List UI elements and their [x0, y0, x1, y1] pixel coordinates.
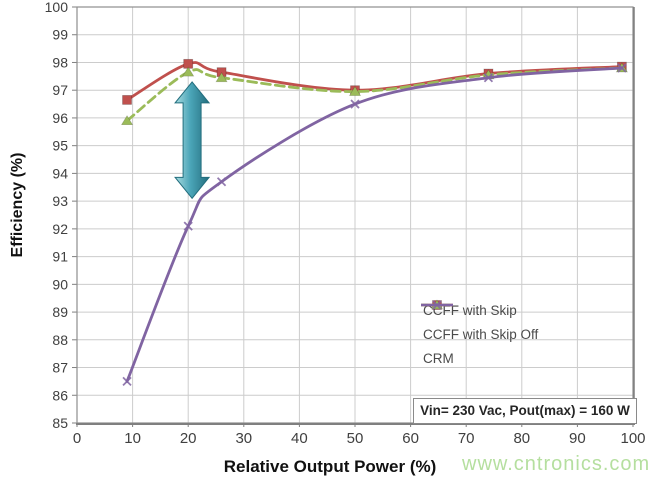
- data-point-square: [122, 95, 132, 105]
- x-tick-label: 40: [291, 430, 308, 447]
- x-tick-label: 0: [73, 430, 81, 447]
- y-tick-label: 100: [45, 0, 69, 15]
- y-tick-label: 89: [52, 304, 68, 320]
- data-point-triangle: [215, 72, 228, 83]
- x-tick-label: 60: [402, 430, 419, 447]
- data-point-triangle: [348, 85, 362, 96]
- x-tick-label: 90: [569, 430, 586, 447]
- efficiency-gap-arrow: [174, 81, 211, 200]
- x-tick-label: 20: [180, 430, 197, 447]
- y-tick-label: 95: [52, 138, 68, 154]
- x-tick-label: 70: [458, 430, 475, 447]
- y-tick-label: 99: [52, 27, 68, 43]
- x-axis-title: Relative Output Power (%): [223, 457, 437, 476]
- y-tick-label: 87: [52, 360, 68, 376]
- y-tick-label: 91: [52, 249, 68, 265]
- data-point-x: [350, 99, 360, 109]
- y-tick-label: 93: [52, 193, 68, 209]
- legend-item-ccff-with-skip-off: CCFF with Skip Off: [420, 299, 539, 346]
- series-line-crm: [125, 66, 624, 383]
- legend-marker-x-icon: [421, 300, 453, 310]
- data-point-x: [183, 221, 193, 231]
- y-axis-title: Efficiency (%): [9, 152, 26, 258]
- x-tick-label: 80: [513, 430, 530, 447]
- y-tick-label: 92: [52, 221, 68, 237]
- y-tick-label: 88: [52, 332, 68, 348]
- data-point-x: [617, 63, 627, 73]
- y-tick-label: 94: [52, 165, 68, 181]
- x-tick-label: 10: [124, 430, 141, 447]
- data-point-triangle: [182, 66, 195, 77]
- x-tick-label: 50: [347, 430, 364, 447]
- legend-label: CRM: [423, 350, 454, 366]
- annotation-box: Vin= 230 Vac, Pout(max) = 160 W: [413, 398, 637, 424]
- legend-label: CCFF with Skip Off: [423, 326, 539, 342]
- data-point-x: [483, 73, 494, 83]
- legend: CCFF with Skip CCFF with Skip Off CRM: [420, 298, 538, 370]
- y-tick-label: 90: [52, 276, 68, 292]
- y-tick-label: 86: [52, 387, 68, 403]
- y-tick-label: 85: [52, 415, 68, 431]
- y-tick-label: 98: [52, 54, 68, 70]
- x-tick-label: 30: [235, 430, 252, 447]
- watermark-text: www.cntronics.com: [462, 453, 651, 475]
- y-tick-label: 96: [52, 110, 68, 126]
- data-point-x: [216, 177, 227, 187]
- data-point-triangle: [120, 115, 134, 126]
- x-tick-label: 100: [620, 430, 645, 447]
- legend-item-crm: CRM: [420, 300, 538, 370]
- data-point-x: [122, 376, 132, 387]
- legend-marker-glyph: [432, 300, 442, 310]
- y-tick-label: 97: [52, 82, 68, 98]
